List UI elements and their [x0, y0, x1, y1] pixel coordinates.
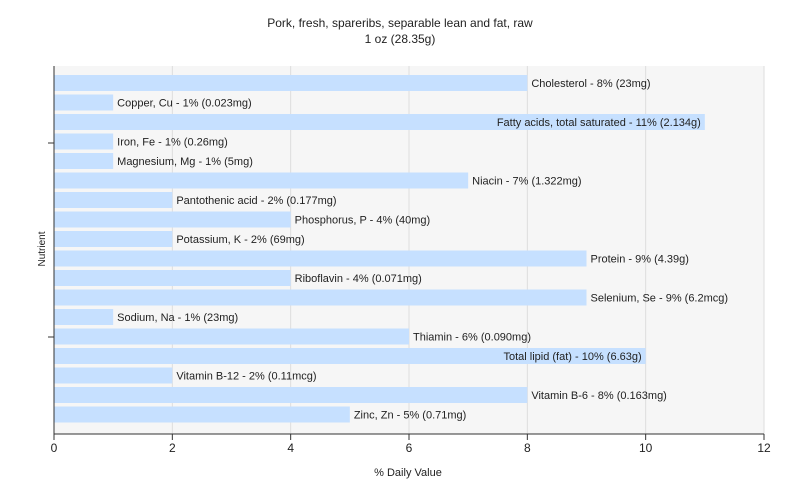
- bar: [54, 231, 173, 247]
- bar: [54, 133, 114, 150]
- bar-label: Thiamin - 6% (0.090mg): [413, 332, 531, 344]
- x-axis-label: % Daily Value: [374, 467, 442, 479]
- bar: [54, 270, 291, 286]
- bar-label: Total lipid (fat) - 10% (6.63g): [503, 351, 641, 363]
- bar: [54, 211, 291, 228]
- bar: [54, 94, 114, 111]
- bar: [54, 172, 469, 189]
- bar: [54, 348, 646, 364]
- bar-label: Sodium, Na - 1% (23mg): [117, 312, 238, 324]
- x-tick-label: 0: [51, 441, 58, 455]
- bar-label: Copper, Cu - 1% (0.023mg): [117, 98, 252, 110]
- x-tick-label: 6: [406, 441, 413, 455]
- chart-title: Pork, fresh, spareribs, separable lean a…: [267, 16, 533, 30]
- bar-label: Iron, Fe - 1% (0.26mg): [117, 137, 228, 149]
- chart-subtitle: 1 oz (28.35g): [364, 32, 436, 46]
- y-axis-label: Nutrient: [37, 231, 48, 266]
- bar-label: Vitamin B-6 - 8% (0.163mg): [531, 390, 667, 402]
- bar-label: Cholesterol - 8% (23mg): [531, 78, 650, 90]
- x-tick-label: 12: [757, 441, 771, 455]
- bar: [54, 75, 528, 91]
- bar: [54, 406, 350, 423]
- bar-label: Phosphorus, P - 4% (40mg): [295, 215, 431, 227]
- x-axis-ticks: 0 2 4 6 8 10 12: [51, 434, 771, 455]
- x-tick-label: 10: [639, 441, 653, 455]
- bar-label: Protein - 9% (4.39g): [591, 254, 689, 266]
- bar: [54, 387, 528, 403]
- x-tick-label: 8: [524, 441, 531, 455]
- bar: [54, 250, 587, 267]
- x-tick-label: 4: [287, 441, 294, 455]
- bar: [54, 114, 705, 130]
- bar-label: Pantothenic acid - 2% (0.177mg): [176, 195, 336, 207]
- bar-label: Potassium, K - 2% (69mg): [176, 234, 304, 246]
- bar: [54, 192, 173, 208]
- bars: [54, 75, 705, 423]
- bar-label: Selenium, Se - 9% (6.2mcg): [591, 293, 729, 305]
- bar: [54, 309, 114, 325]
- bar-label: Riboflavin - 4% (0.071mg): [295, 273, 422, 285]
- bar: [54, 153, 114, 169]
- x-tick-label: 2: [169, 441, 176, 455]
- bar: [54, 367, 173, 384]
- bar-labels: Cholesterol - 8% (23mg) Copper, Cu - 1% (…: [117, 78, 728, 422]
- bar-label: Magnesium, Mg - 1% (5mg): [117, 156, 253, 168]
- bar-label: Zinc, Zn - 5% (0.71mg): [354, 410, 466, 422]
- bar-label: Fatty acids, total saturated - 11% (2.13…: [497, 117, 701, 129]
- bar: [54, 328, 409, 345]
- bar-label: Niacin - 7% (1.322mg): [472, 176, 581, 188]
- bar-label: Vitamin B-12 - 2% (0.11mcg): [176, 371, 316, 383]
- bar: [54, 289, 587, 306]
